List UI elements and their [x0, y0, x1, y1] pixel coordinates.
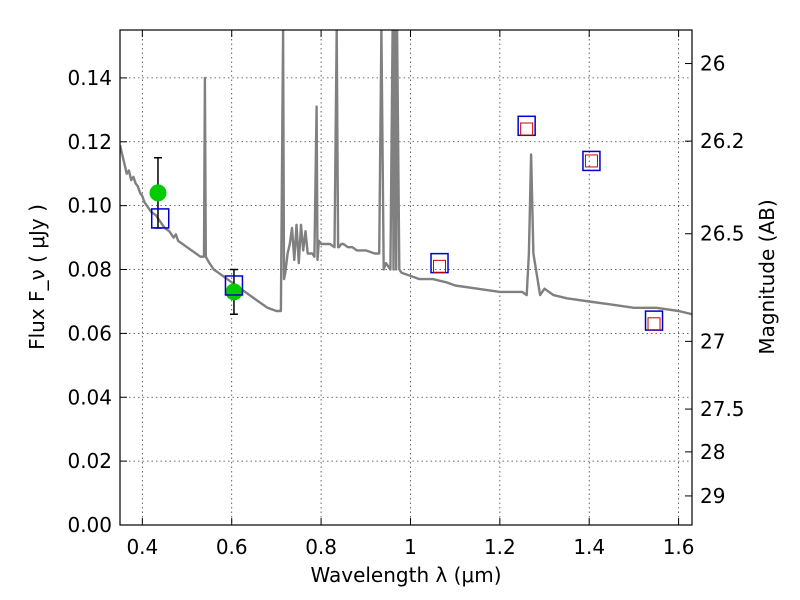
y-tick-label: 0.00: [67, 513, 112, 537]
observed-point: [225, 283, 243, 301]
right-tick-label: 27.5: [700, 397, 745, 421]
upper-limit-square: [520, 122, 534, 136]
x-tick-label: 0.6: [216, 535, 248, 559]
y-tick-label: 0.02: [67, 449, 112, 473]
y-tick-label: 0.08: [67, 258, 112, 282]
x-tick-label: 1.2: [484, 535, 516, 559]
model-photometry-square: [150, 208, 170, 229]
model-spectrum-line: [120, 30, 692, 316]
right-tick-label: 28: [700, 440, 725, 464]
right-tick-label: 26: [700, 52, 725, 76]
x-tick-label: 1.6: [663, 535, 695, 559]
axis-ticks: 0.4 0.6 0.8 1 1.2 1.4 1.6 0.00 0.02 0.04 0.06 0.08 0…: [67, 30, 745, 559]
observed-point: [149, 184, 167, 202]
upper-limit-square: [647, 317, 661, 331]
upper-limit-square: [584, 154, 598, 168]
right-tick-label: 27: [700, 329, 725, 353]
x-tick-label: 0.4: [126, 535, 158, 559]
y-tick-label: 0.10: [67, 194, 112, 218]
y-tick-label: 0.06: [67, 321, 112, 345]
y-axis-label: Flux F_ν ( μJy ): [25, 204, 49, 350]
right-axis-label: Magnitude (AB): [755, 199, 779, 354]
x-tick-label: 1: [404, 535, 417, 559]
x-tick-label: 1.4: [573, 535, 605, 559]
right-tick-label: 26.5: [700, 222, 745, 246]
axes-frame: [119, 29, 693, 526]
plot-area: [120, 30, 692, 331]
model-photometry-square: [582, 150, 601, 172]
right-tick-label: 26.2: [700, 129, 745, 153]
x-axis-label: Wavelength λ (μm): [310, 563, 501, 587]
upper-limit-square: [433, 259, 447, 273]
right-tick-label: 29: [700, 484, 725, 508]
model-photometry-square: [224, 275, 244, 296]
x-tick-label: 0.8: [305, 535, 337, 559]
y-tick-label: 0.12: [67, 130, 112, 154]
y-tick-label: 0.04: [67, 385, 112, 409]
y-tick-label: 0.14: [67, 66, 112, 90]
